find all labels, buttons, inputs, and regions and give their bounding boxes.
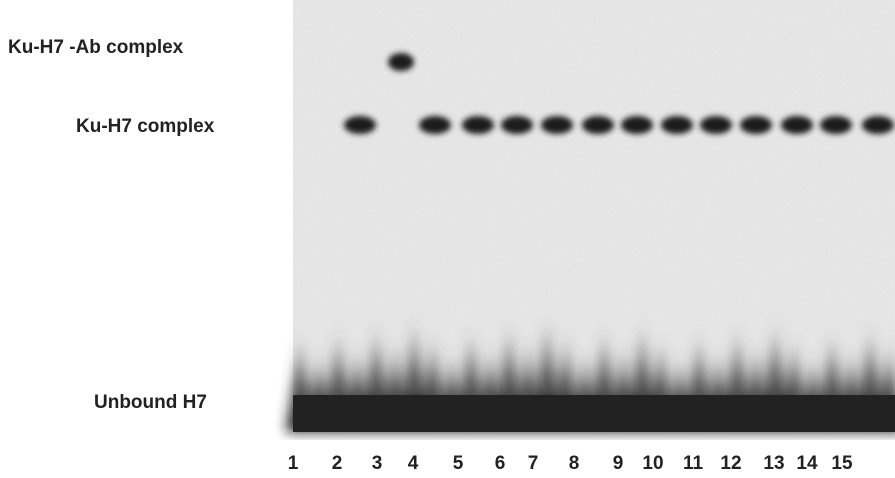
- gel-noise: [293, 0, 895, 432]
- lane-number: 8: [568, 453, 580, 474]
- lane-number: 1: [287, 453, 299, 474]
- lane-number: 10: [642, 453, 664, 474]
- complex-band: [621, 116, 653, 134]
- complex-band: [740, 116, 772, 134]
- lane-number: 4: [407, 453, 419, 474]
- label: Unbound H7: [94, 392, 207, 413]
- complex-band: [344, 116, 376, 134]
- gel-image: [286, 0, 895, 432]
- complex-band: [862, 116, 894, 134]
- label: Ku-H7 complex: [76, 116, 215, 137]
- ab-complex-band: [388, 53, 414, 71]
- lane-number: 5: [452, 453, 464, 474]
- complex-band: [700, 116, 732, 134]
- lane-number: 14: [796, 453, 818, 474]
- label: Ku-H7 -Ab complex: [8, 37, 184, 58]
- lane-number: 3: [371, 453, 383, 474]
- complex-band: [541, 116, 573, 134]
- lane-number: 13: [763, 453, 785, 474]
- lane-number: 12: [720, 453, 742, 474]
- lane-number: 9: [612, 453, 624, 474]
- complex-band: [462, 116, 494, 134]
- gel-bottom: [293, 395, 895, 432]
- complex-band: [501, 116, 533, 134]
- lane-number: 2: [331, 453, 343, 474]
- lane-number: 6: [494, 453, 506, 474]
- lane-number: 7: [527, 453, 539, 474]
- complex-band: [781, 116, 813, 134]
- lane-number: 11: [682, 453, 704, 474]
- lane-number: 15: [831, 453, 853, 474]
- complex-band: [661, 116, 693, 134]
- complex-band: [820, 116, 852, 134]
- complex-band: [582, 116, 614, 134]
- bands: [344, 53, 894, 134]
- complex-band: [419, 116, 451, 134]
